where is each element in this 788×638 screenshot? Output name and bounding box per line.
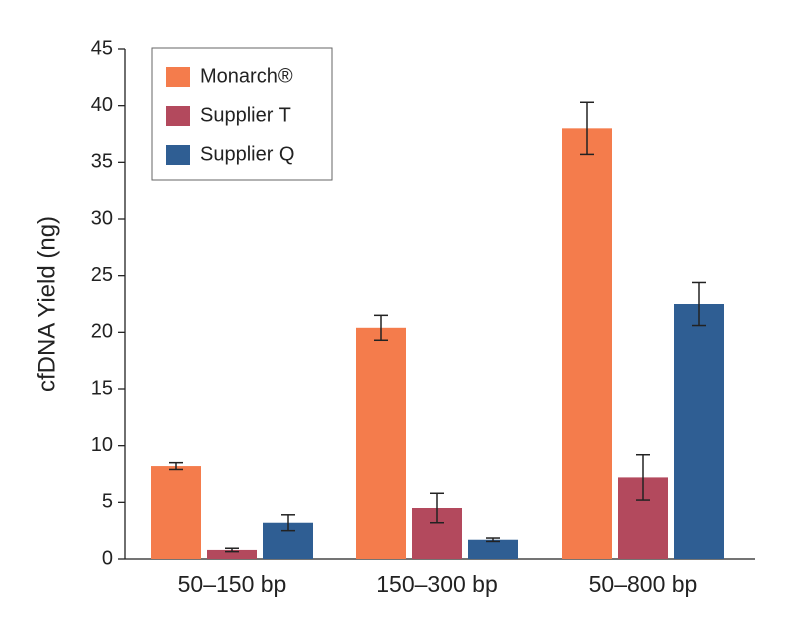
y-tick-label: 35 — [91, 151, 113, 173]
bar — [674, 304, 724, 559]
legend-swatch — [166, 145, 190, 165]
bar — [356, 327, 406, 559]
y-tick-label: 15 — [91, 377, 113, 399]
bar — [207, 549, 257, 559]
y-tick-label: 5 — [102, 491, 113, 513]
legend-label: Monarch® — [200, 65, 293, 87]
y-tick-label: 45 — [91, 37, 113, 59]
legend-label: Supplier Q — [200, 143, 295, 165]
legend-label: Supplier T — [200, 104, 291, 126]
legend-swatch — [166, 67, 190, 87]
y-tick-label: 20 — [91, 321, 113, 343]
x-tick-label: 50–150 bp — [178, 571, 287, 597]
x-tick-label: 150–300 bp — [376, 571, 498, 597]
bar — [151, 466, 201, 559]
bar — [468, 539, 518, 559]
y-tick-label: 30 — [91, 207, 113, 229]
x-tick-label: 50–800 bp — [589, 571, 698, 597]
y-tick-label: 0 — [102, 547, 113, 569]
y-tick-label: 40 — [91, 94, 113, 116]
y-tick-label: 10 — [91, 434, 113, 456]
y-tick-label: 25 — [91, 264, 113, 286]
y-axis-label: cfDNA Yield (ng) — [33, 216, 60, 392]
bar — [562, 128, 612, 560]
legend-swatch — [166, 106, 190, 126]
